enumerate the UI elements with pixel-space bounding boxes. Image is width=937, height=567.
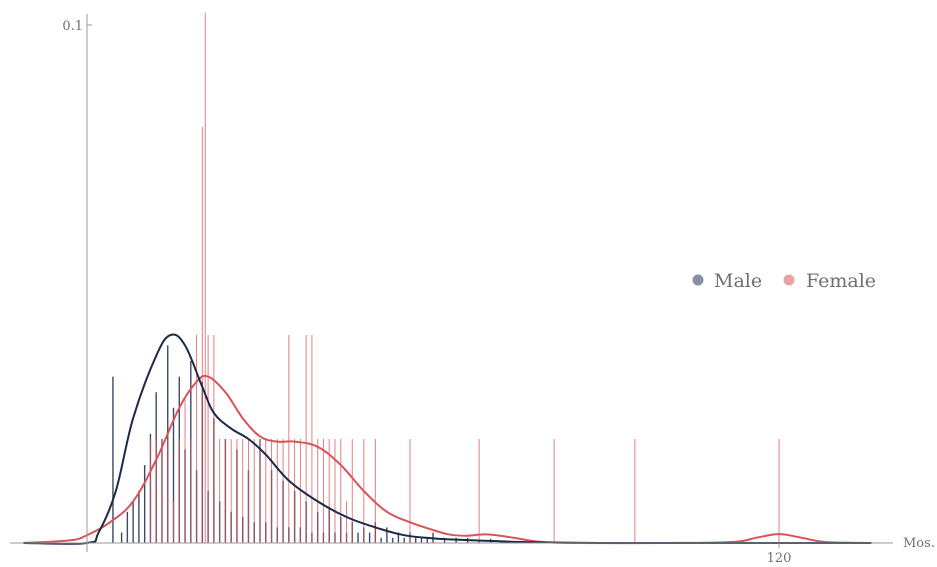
x-tick-label: 120 xyxy=(767,551,792,566)
legend: Male Female xyxy=(692,270,876,292)
legend-marker-male xyxy=(692,274,704,286)
legend-label-male: Male xyxy=(714,270,762,292)
spikes-layer xyxy=(112,12,780,543)
x-axis-label: Mos. xyxy=(903,536,935,551)
ticks-layer: 120 0.1 xyxy=(62,19,791,566)
y-tick-label: 0.1 xyxy=(62,19,83,34)
legend-label-female: Female xyxy=(806,270,876,292)
female-spikes xyxy=(149,12,780,543)
legend-marker-female xyxy=(783,274,795,286)
